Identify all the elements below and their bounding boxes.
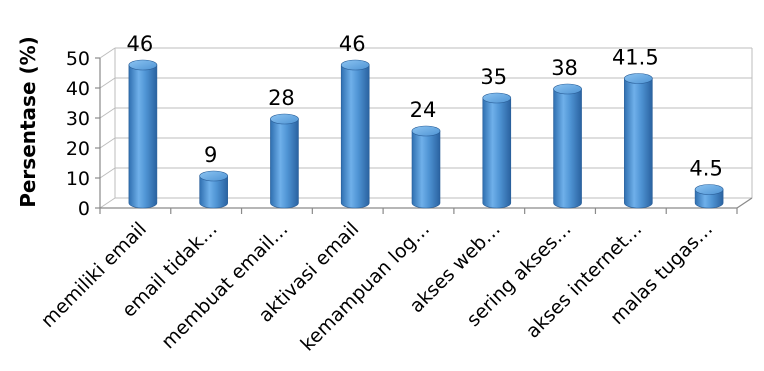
- bar: [482, 92, 512, 209]
- bar: [128, 59, 158, 209]
- bar: [624, 73, 653, 209]
- y-tick-label: 20: [66, 138, 90, 160]
- bar-top: [482, 92, 512, 104]
- y-axis: 0 10 20 30 40 50: [66, 48, 100, 220]
- y-tick-label: 40: [66, 78, 90, 100]
- x-tick-label: kemampuan log…: [297, 218, 435, 356]
- data-labels-group: 46 9 28 46 24 35 38 41.5 4.5: [127, 32, 723, 181]
- side-gridline: [99, 47, 116, 59]
- side-gridline: [99, 137, 116, 149]
- y-tick-label: 0: [78, 198, 90, 220]
- y-axis-label: Persentase (%): [16, 36, 40, 208]
- bar-top: [128, 59, 158, 71]
- y-tick-label: 30: [66, 108, 90, 130]
- bar-top: [553, 83, 582, 95]
- bar-body: [411, 130, 441, 209]
- bar-top: [624, 73, 653, 84]
- data-label: 4.5: [689, 157, 722, 181]
- y-tick-label: 50: [66, 48, 90, 70]
- bar: [411, 125, 441, 209]
- data-label: 9: [204, 143, 217, 167]
- bar: [340, 59, 370, 209]
- bar: [270, 113, 299, 209]
- data-label: 35: [480, 65, 507, 89]
- bar-body: [270, 118, 299, 209]
- bar-body: [199, 175, 228, 209]
- bar-top: [340, 59, 370, 71]
- data-label: 41.5: [612, 46, 659, 70]
- data-label: 38: [551, 56, 578, 80]
- bar-top: [694, 184, 724, 195]
- y-tick-label: 10: [66, 168, 90, 190]
- bar: [199, 170, 228, 209]
- data-label: 46: [339, 32, 366, 56]
- side-gridline: [99, 197, 116, 209]
- bar: [694, 184, 724, 209]
- bar: [553, 83, 582, 209]
- bar-top: [270, 113, 299, 125]
- data-label: 24: [410, 98, 437, 122]
- bar-body: [482, 97, 512, 209]
- bar-body: [128, 64, 158, 209]
- side-gridline: [99, 167, 116, 179]
- bars-group: [128, 59, 724, 209]
- floor-edge: [736, 197, 753, 209]
- x-tick-label: membuat email…: [157, 218, 292, 353]
- data-label: 46: [127, 32, 154, 56]
- bar-body: [553, 88, 582, 209]
- bar-top: [411, 125, 441, 137]
- bar-top: [199, 170, 228, 182]
- bar-body: [624, 78, 653, 209]
- side-gridline: [99, 77, 116, 89]
- side-gridline: [99, 107, 116, 119]
- bar-body: [340, 64, 370, 209]
- data-label: 28: [268, 86, 295, 110]
